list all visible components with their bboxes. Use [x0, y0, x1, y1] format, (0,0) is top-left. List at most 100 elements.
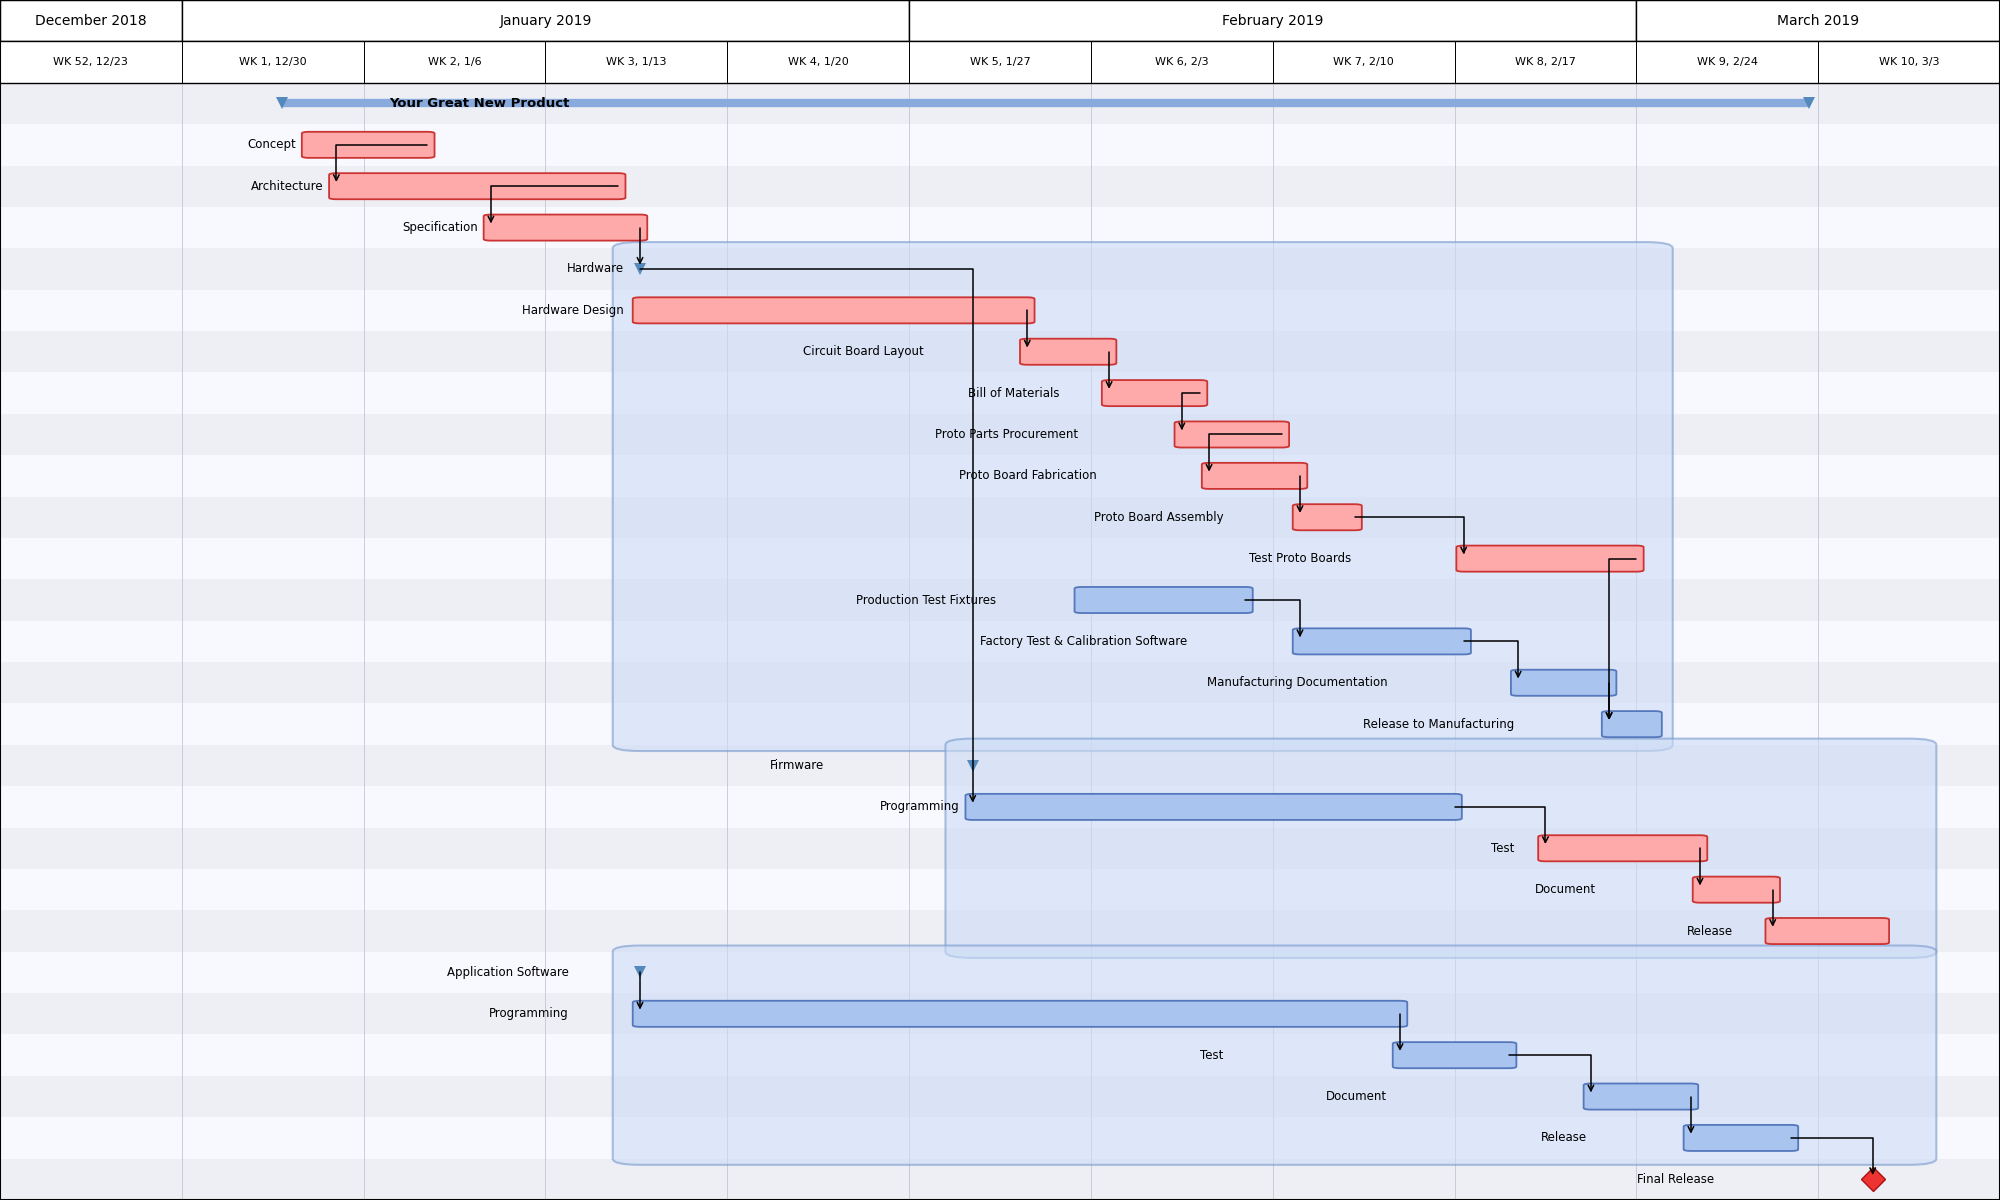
Text: Release: Release: [1542, 1132, 1588, 1145]
Bar: [0, 124, 2000, 166]
Text: WK 3, 1/13: WK 3, 1/13: [606, 58, 666, 67]
Text: Manufacturing Documentation: Manufacturing Documentation: [1206, 677, 1388, 689]
Bar: [1818, 41, 2000, 83]
Text: Release: Release: [1686, 924, 1732, 937]
Text: Concept: Concept: [248, 138, 296, 151]
Text: Hardware: Hardware: [566, 263, 624, 276]
Text: Proto Parts Procurement: Proto Parts Procurement: [936, 428, 1078, 440]
Text: Programming: Programming: [880, 800, 960, 814]
FancyBboxPatch shape: [1392, 1042, 1516, 1068]
FancyBboxPatch shape: [1456, 546, 1644, 571]
Bar: [0, 414, 2000, 455]
Text: WK 10, 3/3: WK 10, 3/3: [1878, 58, 1940, 67]
FancyBboxPatch shape: [1102, 380, 1208, 406]
FancyBboxPatch shape: [302, 132, 434, 158]
FancyBboxPatch shape: [1692, 877, 1780, 902]
Text: Test Proto Boards: Test Proto Boards: [1248, 552, 1350, 565]
FancyBboxPatch shape: [1174, 421, 1290, 448]
Bar: [0, 828, 2000, 869]
Bar: [1636, 41, 1818, 83]
Bar: [0, 580, 2000, 620]
Text: WK 6, 2/3: WK 6, 2/3: [1156, 58, 1208, 67]
Text: Bill of Materials: Bill of Materials: [968, 386, 1060, 400]
FancyBboxPatch shape: [632, 1001, 1408, 1027]
FancyBboxPatch shape: [330, 173, 626, 199]
Bar: [0, 1117, 2000, 1159]
Bar: [0, 952, 2000, 994]
Text: Firmware: Firmware: [770, 760, 824, 772]
Bar: [1090, 41, 1272, 83]
FancyBboxPatch shape: [484, 215, 648, 241]
Bar: [0, 206, 2000, 248]
Text: Specification: Specification: [402, 221, 478, 234]
FancyBboxPatch shape: [1538, 835, 1708, 862]
FancyBboxPatch shape: [612, 242, 1672, 751]
Text: Document: Document: [1326, 1090, 1388, 1103]
Bar: [0, 166, 2000, 206]
Text: Circuit Board Layout: Circuit Board Layout: [802, 346, 924, 359]
FancyBboxPatch shape: [632, 298, 1034, 323]
Bar: [0, 786, 2000, 828]
FancyBboxPatch shape: [1584, 1084, 1698, 1110]
Bar: [0, 455, 2000, 497]
Text: Programming: Programming: [490, 1007, 570, 1020]
FancyBboxPatch shape: [1202, 463, 1308, 488]
Bar: [0, 0, 2000, 83]
Bar: [0, 662, 2000, 703]
FancyBboxPatch shape: [1292, 504, 1362, 530]
FancyBboxPatch shape: [1074, 587, 1252, 613]
Text: WK 2, 1/6: WK 2, 1/6: [428, 58, 482, 67]
FancyBboxPatch shape: [966, 794, 1462, 820]
Text: WK 5, 1/27: WK 5, 1/27: [970, 58, 1030, 67]
Bar: [0, 331, 2000, 372]
FancyBboxPatch shape: [612, 946, 1936, 1165]
FancyBboxPatch shape: [1766, 918, 1890, 944]
Text: Factory Test & Calibration Software: Factory Test & Calibration Software: [980, 635, 1188, 648]
Text: WK 9, 2/24: WK 9, 2/24: [1696, 58, 1758, 67]
Bar: [0, 620, 2000, 662]
Bar: [0, 1034, 2000, 1076]
Bar: [0, 869, 2000, 911]
Bar: [546, 41, 728, 83]
Bar: [0, 1076, 2000, 1117]
Bar: [0, 289, 2000, 331]
Bar: [910, 0, 1636, 41]
Bar: [0, 703, 2000, 745]
Text: WK 7, 2/10: WK 7, 2/10: [1334, 58, 1394, 67]
Text: WK 8, 2/17: WK 8, 2/17: [1516, 58, 1576, 67]
Text: WK 1, 12/30: WK 1, 12/30: [238, 58, 306, 67]
Bar: [910, 41, 1090, 83]
FancyBboxPatch shape: [1684, 1124, 1798, 1151]
FancyBboxPatch shape: [1020, 338, 1116, 365]
Bar: [0, 83, 2000, 124]
Bar: [0, 0, 182, 41]
Bar: [1454, 41, 1636, 83]
Text: Production Test Fixtures: Production Test Fixtures: [856, 594, 996, 606]
Text: Proto Board Fabrication: Proto Board Fabrication: [958, 469, 1096, 482]
Bar: [0, 41, 182, 83]
Bar: [0, 1159, 2000, 1200]
Text: Proto Board Assembly: Proto Board Assembly: [1094, 511, 1224, 523]
Text: Your Great New Product: Your Great New Product: [388, 97, 570, 110]
Text: March 2019: March 2019: [1778, 13, 1860, 28]
Bar: [0, 497, 2000, 538]
Text: Release to Manufacturing: Release to Manufacturing: [1364, 718, 1514, 731]
Bar: [0, 248, 2000, 289]
FancyBboxPatch shape: [1292, 629, 1470, 654]
Bar: [0, 994, 2000, 1034]
Text: WK 4, 1/20: WK 4, 1/20: [788, 58, 848, 67]
Text: Final Release: Final Release: [1638, 1172, 1714, 1186]
Bar: [0, 745, 2000, 786]
FancyBboxPatch shape: [1510, 670, 1616, 696]
FancyBboxPatch shape: [1602, 712, 1662, 737]
Text: WK 52, 12/23: WK 52, 12/23: [54, 58, 128, 67]
FancyBboxPatch shape: [946, 739, 1936, 958]
Text: Architecture: Architecture: [252, 180, 324, 193]
Text: Test: Test: [1200, 1049, 1224, 1062]
Text: January 2019: January 2019: [500, 13, 592, 28]
Text: Test: Test: [1492, 841, 1514, 854]
Bar: [1636, 0, 2000, 41]
Bar: [364, 41, 546, 83]
Bar: [182, 0, 910, 41]
Bar: [728, 41, 910, 83]
